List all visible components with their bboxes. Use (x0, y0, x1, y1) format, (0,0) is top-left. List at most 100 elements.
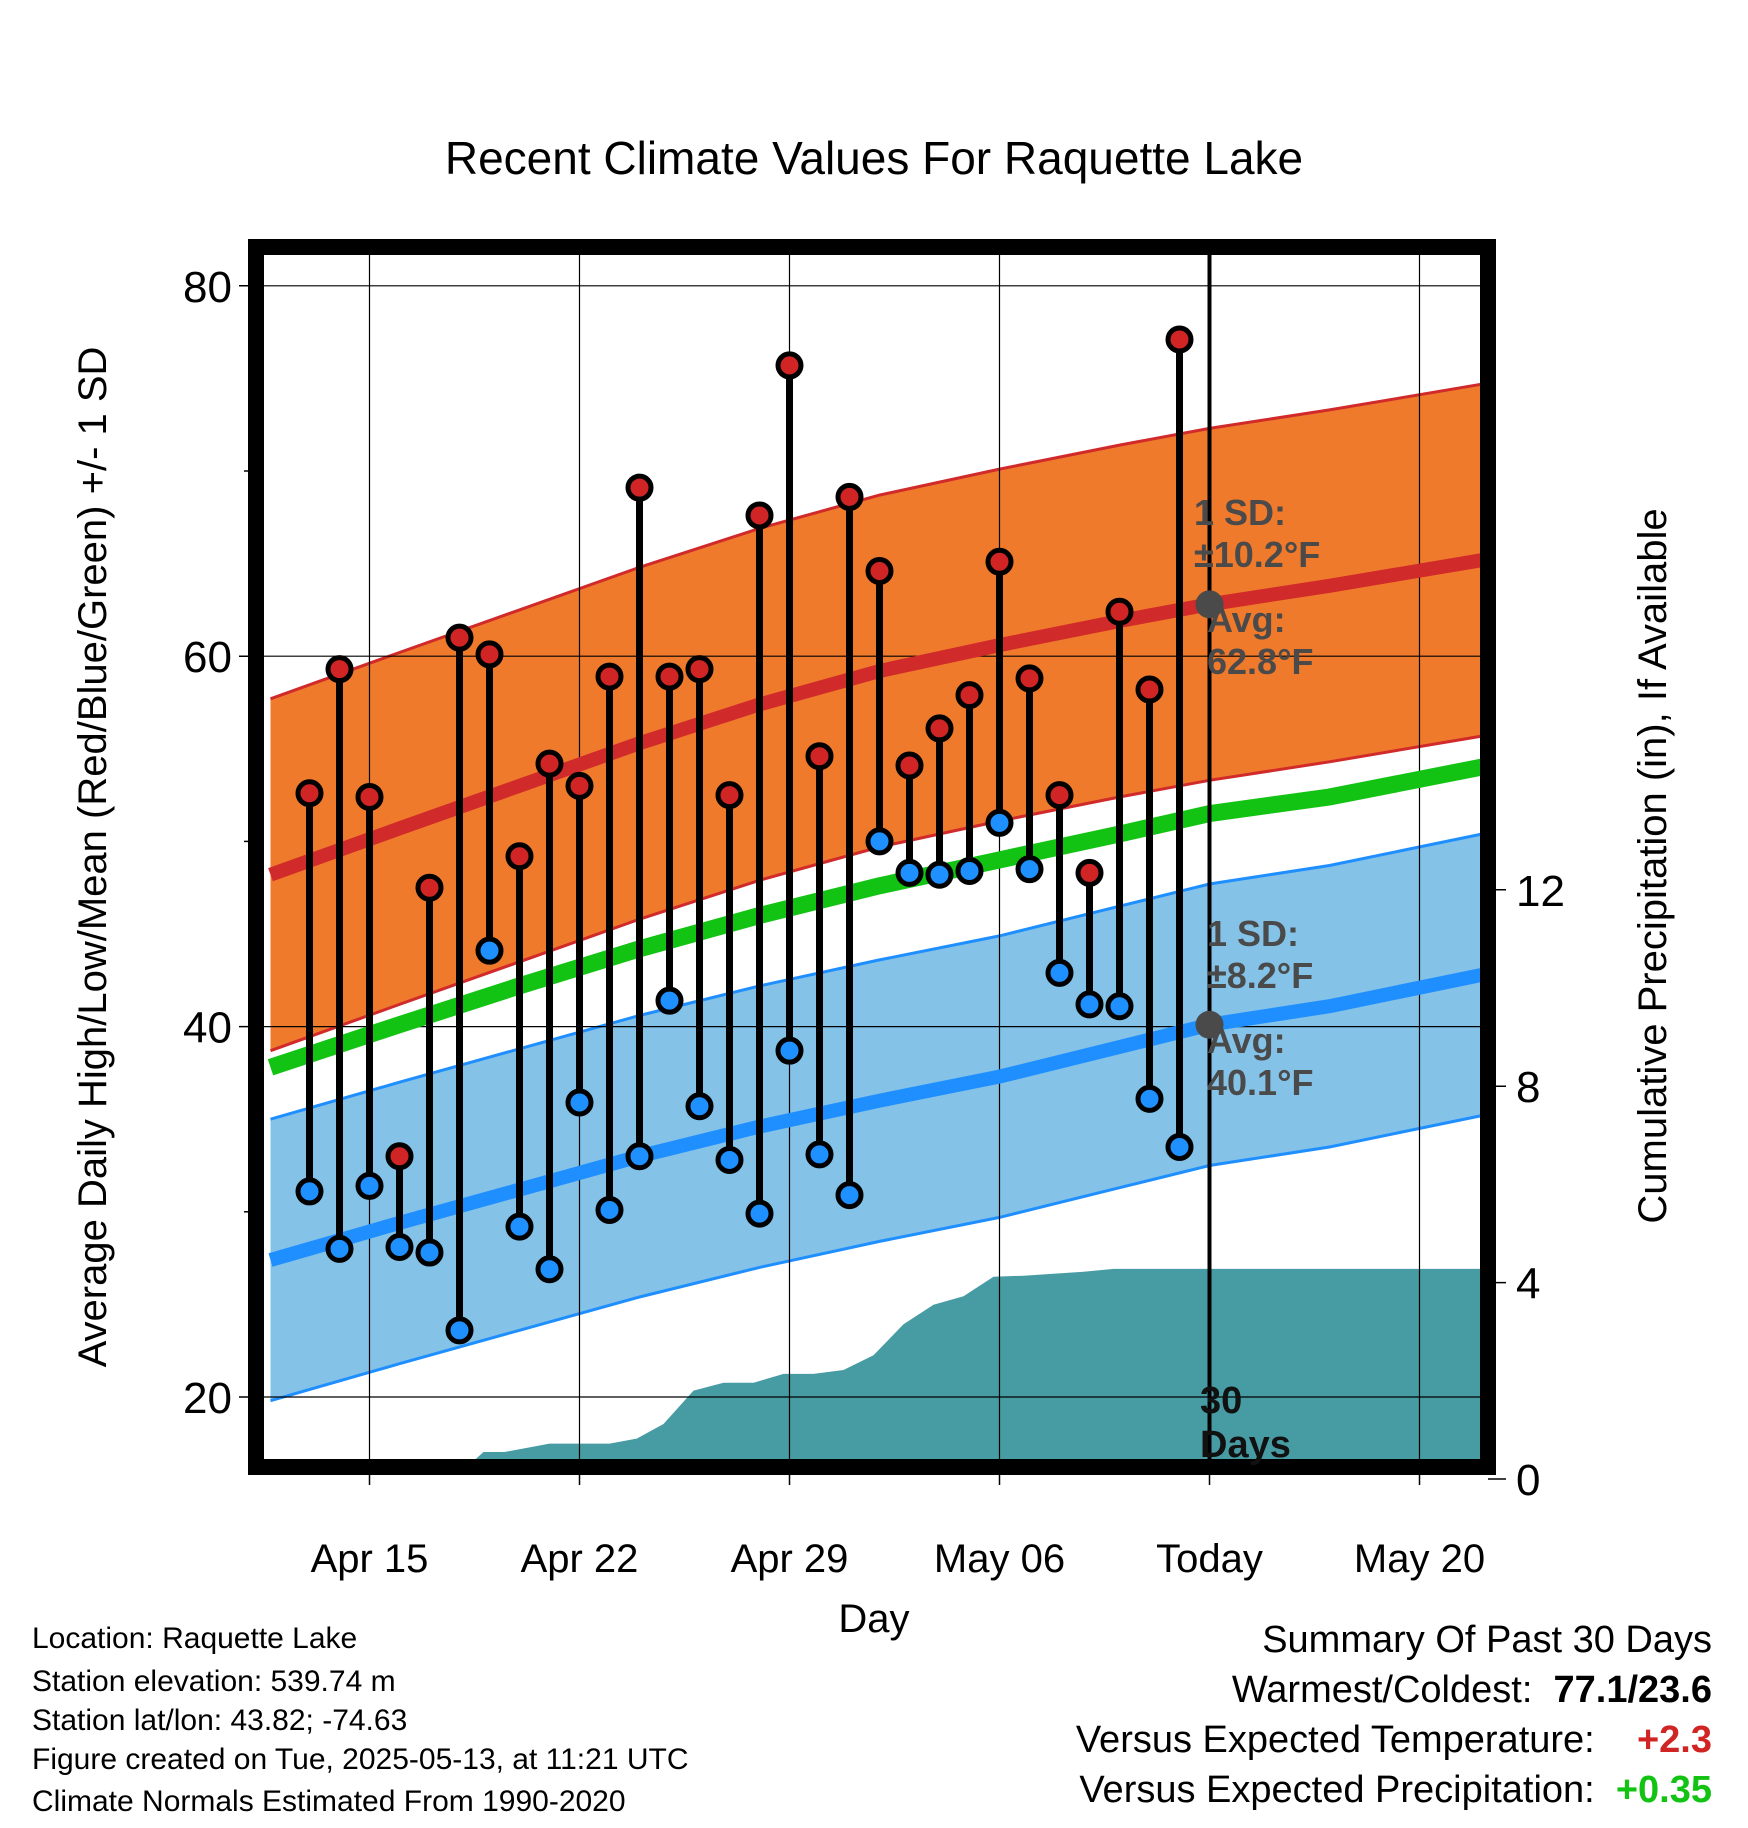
y-tick-label: 40 (183, 1004, 232, 1053)
daily-high-marker (595, 662, 624, 691)
low-band-lower-edge (270, 1112, 1488, 1403)
daily-low-marker (475, 936, 504, 965)
daily-high-marker (415, 873, 444, 902)
daily-high-marker (445, 623, 474, 652)
chart-title: Recent Climate Values For Raquette Lake (445, 132, 1303, 184)
info-latlon: Station lat/lon: 43.82; -74.63 (32, 1704, 408, 1737)
daily-high-marker (685, 655, 714, 684)
daily-high-marker (1165, 325, 1194, 354)
high-avg-annotation: Avg: (1207, 599, 1286, 640)
daily-low-marker (895, 858, 924, 887)
today-window-label: Days (1200, 1424, 1291, 1466)
y2-tick-label: 4 (1516, 1260, 1540, 1309)
daily-low-marker (685, 1092, 714, 1121)
low-avg-annotation: 40.1°F (1207, 1062, 1313, 1103)
y2-tick-label: 12 (1516, 867, 1565, 916)
daily-high-marker (1045, 781, 1074, 810)
precip-area (453, 1268, 1488, 1467)
low-sd-band (270, 832, 1488, 1401)
summary-precip-label: Versus Expected Precipitation: (1079, 1769, 1595, 1811)
daily-high-marker (775, 351, 804, 380)
summary-title: Summary Of Past 30 Days (1262, 1619, 1712, 1661)
daily-high-marker (715, 781, 744, 810)
daily-low-marker (505, 1212, 534, 1241)
daily-low-marker (985, 808, 1014, 837)
daily-high-marker (1105, 597, 1134, 626)
x-tick-label: May 06 (934, 1537, 1065, 1581)
y-tick-label: 20 (183, 1374, 232, 1423)
plot-frame (248, 239, 1496, 1475)
normal-low-line (268, 966, 1488, 1267)
info-elevation: Station elevation: 539.74 m (32, 1665, 396, 1698)
daily-high-marker (805, 742, 834, 771)
today-high-avg-dot (1195, 590, 1224, 619)
daily-low-marker (1165, 1132, 1194, 1161)
daily-low-marker (775, 1036, 804, 1065)
today-window-label: 30 (1200, 1380, 1242, 1422)
daily-high-marker (625, 473, 654, 502)
x-tick-label: Apr 15 (311, 1537, 429, 1581)
daily-low-marker (925, 860, 954, 889)
today-low-avg-dot (1195, 1010, 1224, 1039)
daily-high-marker (745, 501, 774, 530)
daily-low-marker (715, 1145, 744, 1174)
summary-precip: Versus Expected Precipitation: +0.35 (1079, 1769, 1712, 1812)
daily-high-marker (295, 779, 324, 808)
daily-low-marker (1135, 1084, 1164, 1113)
daily-low-marker (565, 1088, 594, 1117)
y2-tick-label: 0 (1516, 1456, 1540, 1505)
daily-high-marker (1015, 664, 1044, 693)
daily-high-marker (1135, 675, 1164, 704)
daily-low-marker (445, 1316, 474, 1345)
summary-temp-label: Versus Expected Temperature: (1075, 1719, 1595, 1761)
daily-high-marker (925, 714, 954, 743)
summary-precip-value: +0.35 (1615, 1769, 1712, 1811)
daily-low-marker (1105, 992, 1134, 1021)
info-location: Location: Raquette Lake (32, 1622, 358, 1655)
daily-low-marker (1075, 990, 1104, 1019)
x-axis-label: Day (838, 1597, 909, 1641)
high-band-upper-edge (269, 381, 1488, 701)
daily-high-marker (895, 751, 924, 780)
x-tick-label: May 20 (1354, 1537, 1485, 1581)
daily-low-marker (625, 1142, 654, 1171)
daily-low-marker (745, 1199, 774, 1228)
summary-warm-cold-value: 77.1/23.6 (1553, 1669, 1712, 1711)
daily-low-marker (595, 1195, 624, 1224)
y2-axis-label: Cumulative Precipitation (in), If Availa… (1631, 508, 1675, 1223)
x-tick-label: Apr 22 (521, 1537, 639, 1581)
daily-high-marker (865, 557, 894, 586)
daily-low-marker (955, 857, 984, 886)
low-sd-annotation: 1 SD: (1207, 913, 1299, 954)
x-tick-label: Apr 29 (731, 1537, 849, 1581)
low-band-upper-edge (270, 831, 1488, 1121)
info-created: Figure created on Tue, 2025-05-13, at 11… (32, 1743, 689, 1776)
high-sd-annotation: ±10.2°F (1194, 534, 1320, 575)
normal-mean-line (267, 757, 1488, 1076)
daily-high-marker (475, 640, 504, 669)
y-tick-label: 60 (183, 633, 232, 682)
daily-low-marker (415, 1238, 444, 1267)
y2-tick-label: 8 (1516, 1063, 1540, 1112)
low-avg-annotation: Avg: (1207, 1020, 1286, 1061)
daily-low-marker (535, 1255, 564, 1284)
daily-low-marker (295, 1177, 324, 1206)
high-sd-annotation: 1 SD: (1194, 492, 1286, 533)
low-sd-annotation: ±8.2°F (1207, 955, 1313, 996)
daily-low-marker (835, 1181, 864, 1210)
daily-high-marker (655, 662, 684, 691)
daily-high-marker (565, 771, 594, 800)
daily-high-marker (835, 482, 864, 511)
daily-high-marker (985, 547, 1014, 576)
daily-high-marker (355, 782, 384, 811)
daily-high-marker (385, 1142, 414, 1171)
y-axis-label: Average Daily High/Low/Mean (Red/Blue/Gr… (71, 347, 115, 1368)
summary-temp: Versus Expected Temperature: +2.3 (1076, 1719, 1712, 1762)
summary-warm-cold: Warmest/Coldest: 77.1/23.6 (1232, 1669, 1712, 1712)
daily-low-marker (1015, 855, 1044, 884)
summary-temp-value: +2.3 (1636, 1719, 1712, 1761)
daily-low-marker (655, 986, 684, 1015)
daily-high-marker (535, 749, 564, 778)
daily-low-marker (355, 1171, 384, 1200)
